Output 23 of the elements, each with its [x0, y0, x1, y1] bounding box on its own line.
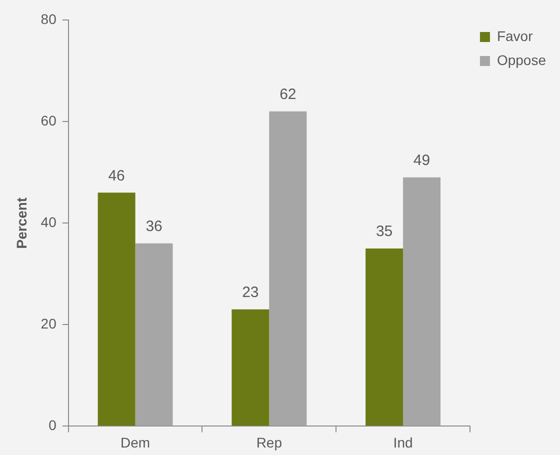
y-tick-label: 40 — [40, 214, 57, 230]
data-label: 23 — [242, 284, 259, 302]
y-tick-label: 20 — [40, 316, 57, 332]
y-tick-label: 0 — [48, 417, 57, 434]
bar — [366, 248, 404, 426]
data-label: 46 — [108, 167, 125, 184]
bar — [98, 192, 136, 426]
x-tick-label: Rep — [256, 434, 282, 450]
data-label: 35 — [376, 223, 393, 240]
bar — [232, 309, 270, 426]
bar — [403, 177, 441, 426]
x-tick-label: Dem — [120, 434, 150, 450]
data-label: 49 — [413, 152, 430, 170]
y-tick-label: 80 — [40, 10, 57, 27]
legend-label: Favor — [496, 28, 534, 44]
data-label: 62 — [280, 86, 296, 104]
y-axis-title: Percent — [13, 197, 30, 249]
x-tick-label: Ind — [393, 434, 413, 450]
y-tick-label: 60 — [40, 112, 57, 128]
bar — [269, 111, 307, 426]
legend-label: Oppose — [496, 52, 546, 68]
data-label: 36 — [146, 218, 162, 236]
bar — [135, 243, 173, 426]
